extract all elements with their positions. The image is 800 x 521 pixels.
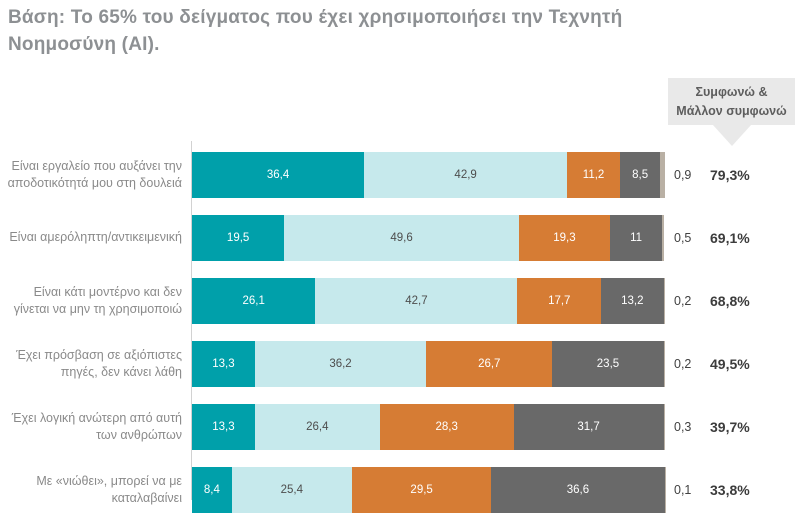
dark-gray-segment: 8,5: [620, 152, 660, 198]
bar-track: 36,4 42,9 11,2 8,5: [192, 152, 665, 198]
total-percentage: 68,8%: [704, 293, 780, 309]
segment-value-label: 11,2: [583, 169, 605, 181]
teal-segment: 26,1: [192, 278, 315, 324]
segment-value-label: 13,2: [621, 295, 643, 307]
segment-value-label: 8,5: [632, 169, 648, 181]
bar-track: 13,3 26,4 28,3 31,7: [192, 404, 665, 450]
segment-value-label: 36,4: [267, 169, 289, 181]
chart-row: Είναι εργαλείο που αυξάνει την αποδοτικό…: [0, 143, 800, 206]
category-label: Είναι εργαλείο που αυξάνει την αποδοτικό…: [0, 158, 182, 191]
category-label: Έχει λογική ανώτερη από αυτή των ανθρώπω…: [0, 410, 182, 443]
category-label: Είναι κάτι μοντέρνο και δεν γίνεται να μ…: [0, 284, 182, 317]
segment-value-label: 42,7: [405, 295, 427, 307]
sliver-value-label: 0,5: [674, 231, 704, 245]
beige-sliver-segment: [662, 215, 664, 261]
sliver-value-label: 0,9: [674, 168, 704, 182]
bar-track: 13,3 36,2 26,7 23,5: [192, 341, 665, 387]
segment-value-label: 31,7: [577, 421, 599, 433]
sliver-value-label: 0,3: [674, 420, 704, 434]
teal-segment: 19,5: [192, 215, 284, 261]
badge-line-1: Συμφωνώ &: [668, 83, 795, 102]
category-label: Έχει πρόσβαση σε αξιόπιστες πηγές, δεν κ…: [0, 347, 182, 380]
segment-value-label: 26,7: [478, 358, 500, 370]
chart-row: Με «νιώθει», μπορεί να με καταλαβαίνει 8,…: [0, 458, 800, 521]
dark-gray-segment: 23,5: [552, 341, 663, 387]
badge-line-2: Μάλλον συμφωνώ: [668, 102, 795, 121]
segment-value-label: 29,5: [410, 484, 432, 496]
segment-value-label: 8,4: [204, 484, 220, 496]
total-percentage: 39,7%: [704, 419, 780, 435]
beige-sliver-segment: [660, 152, 664, 198]
bar-track: 19,5 49,6 19,3 11: [192, 215, 665, 261]
beige-sliver-segment: [664, 404, 665, 450]
segment-value-label: 25,4: [281, 484, 303, 496]
sliver-value-label: 0,2: [674, 357, 704, 371]
chart-row: Είναι κάτι μοντέρνο και δεν γίνεται να μ…: [0, 269, 800, 332]
segment-value-label: 19,3: [553, 232, 575, 244]
segment-value-label: 23,5: [597, 358, 619, 370]
orange-segment: 26,7: [426, 341, 552, 387]
segment-value-label: 13,3: [212, 421, 234, 433]
bar-track: 8,4 25,4 29,5 36,6: [192, 467, 665, 513]
orange-segment: 28,3: [380, 404, 514, 450]
segment-value-label: 26,1: [243, 295, 265, 307]
sliver-value-label: 0,1: [674, 483, 704, 497]
total-percentage: 49,5%: [704, 356, 780, 372]
chart-row: Έχει λογική ανώτερη από αυτή των ανθρώπω…: [0, 395, 800, 458]
segment-value-label: 13,3: [212, 358, 234, 370]
segment-value-label: 36,6: [567, 484, 589, 496]
light-cyan-segment: 25,4: [232, 467, 352, 513]
segment-value-label: 49,6: [390, 232, 412, 244]
teal-segment: 8,4: [192, 467, 232, 513]
segment-value-label: 42,9: [454, 169, 476, 181]
chart-row: Έχει πρόσβαση σε αξιόπιστες πηγές, δεν κ…: [0, 332, 800, 395]
orange-segment: 11,2: [567, 152, 620, 198]
totals-header-badge: Συμφωνώ & Μάλλον συμφωνώ: [668, 78, 795, 125]
bar-track: 26,1 42,7 17,7 13,2: [192, 278, 665, 324]
beige-sliver-segment: [664, 341, 665, 387]
orange-segment: 17,7: [517, 278, 601, 324]
total-percentage: 79,3%: [704, 167, 780, 183]
light-cyan-segment: 49,6: [284, 215, 519, 261]
segment-value-label: 19,5: [227, 232, 249, 244]
segment-value-label: 28,3: [435, 421, 457, 433]
chart-title: Βάση: Το 65% του δείγματος που έχει χρησ…: [8, 5, 708, 59]
beige-sliver-segment: [664, 278, 665, 324]
light-cyan-segment: 42,7: [315, 278, 517, 324]
category-label: Είναι αμερόληπτη/αντικειμενική: [0, 229, 182, 245]
segment-value-label: 17,7: [548, 295, 570, 307]
total-percentage: 69,1%: [704, 230, 780, 246]
total-percentage: 33,8%: [704, 482, 780, 498]
teal-segment: 36,4: [192, 152, 364, 198]
orange-segment: 19,3: [519, 215, 610, 261]
segment-value-label: 26,4: [306, 421, 328, 433]
orange-segment: 29,5: [352, 467, 492, 513]
light-cyan-segment: 36,2: [255, 341, 426, 387]
light-cyan-segment: 42,9: [364, 152, 567, 198]
dark-gray-segment: 36,6: [491, 467, 664, 513]
segment-value-label: 11: [630, 232, 642, 244]
sliver-value-label: 0,2: [674, 294, 704, 308]
dark-gray-segment: 31,7: [514, 404, 664, 450]
teal-segment: 13,3: [192, 341, 255, 387]
category-label: Με «νιώθει», μπορεί να με καταλαβαίνει: [0, 473, 182, 506]
dark-gray-segment: 13,2: [601, 278, 663, 324]
light-cyan-segment: 26,4: [255, 404, 380, 450]
segment-value-label: 36,2: [329, 358, 351, 370]
teal-segment: 13,3: [192, 404, 255, 450]
dark-gray-segment: 11: [610, 215, 662, 261]
chart-rows: Είναι εργαλείο που αυξάνει την αποδοτικό…: [0, 143, 800, 521]
